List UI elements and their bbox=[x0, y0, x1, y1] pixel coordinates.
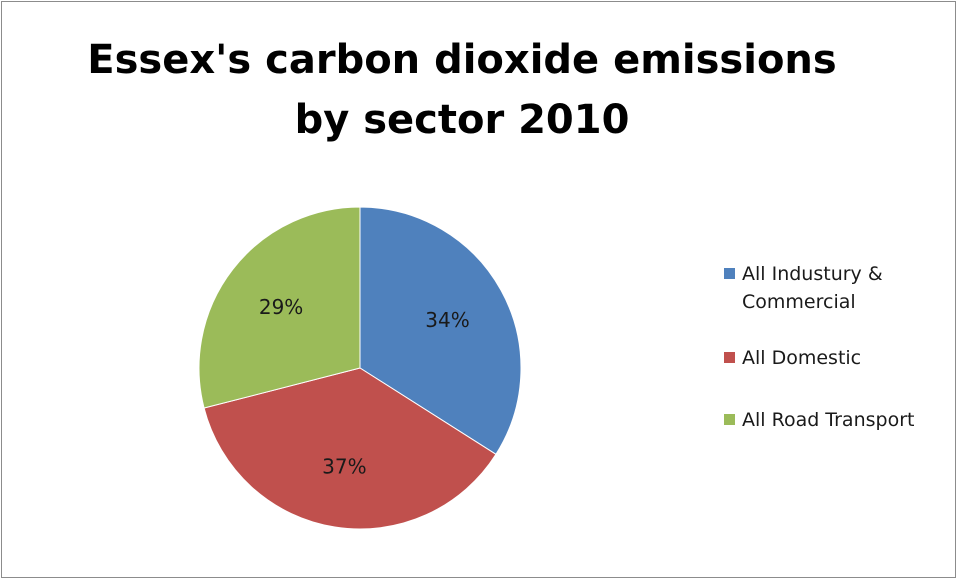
pie-slice-industry-commercial bbox=[359, 206, 522, 455]
legend: All Industury & Commercial All Domestic … bbox=[724, 260, 956, 434]
legend-swatch-road-transport bbox=[724, 414, 735, 425]
pie-slice-domestic bbox=[203, 367, 497, 530]
legend-label-industry-commercial: All Industury & Commercial bbox=[742, 263, 883, 313]
legend-item-industry-commercial: All Industury & Commercial bbox=[724, 260, 956, 316]
data-label-industry-commercial: 34% bbox=[425, 308, 469, 332]
pie-slice-road-transport bbox=[198, 206, 361, 409]
legend-item-road-transport: All Road Transport bbox=[724, 406, 956, 434]
legend-swatch-domestic bbox=[724, 352, 735, 363]
chart-title: Essex's carbon dioxide emissions by sect… bbox=[87, 37, 837, 143]
legend-label-road-transport: All Road Transport bbox=[742, 409, 915, 431]
legend-swatch-industry-commercial bbox=[724, 268, 735, 279]
legend-label-domestic: All Domestic bbox=[742, 347, 862, 369]
legend-item-domestic: All Domestic bbox=[724, 344, 956, 372]
data-label-road-transport: 29% bbox=[259, 295, 303, 319]
data-label-domestic: 37% bbox=[322, 455, 366, 479]
